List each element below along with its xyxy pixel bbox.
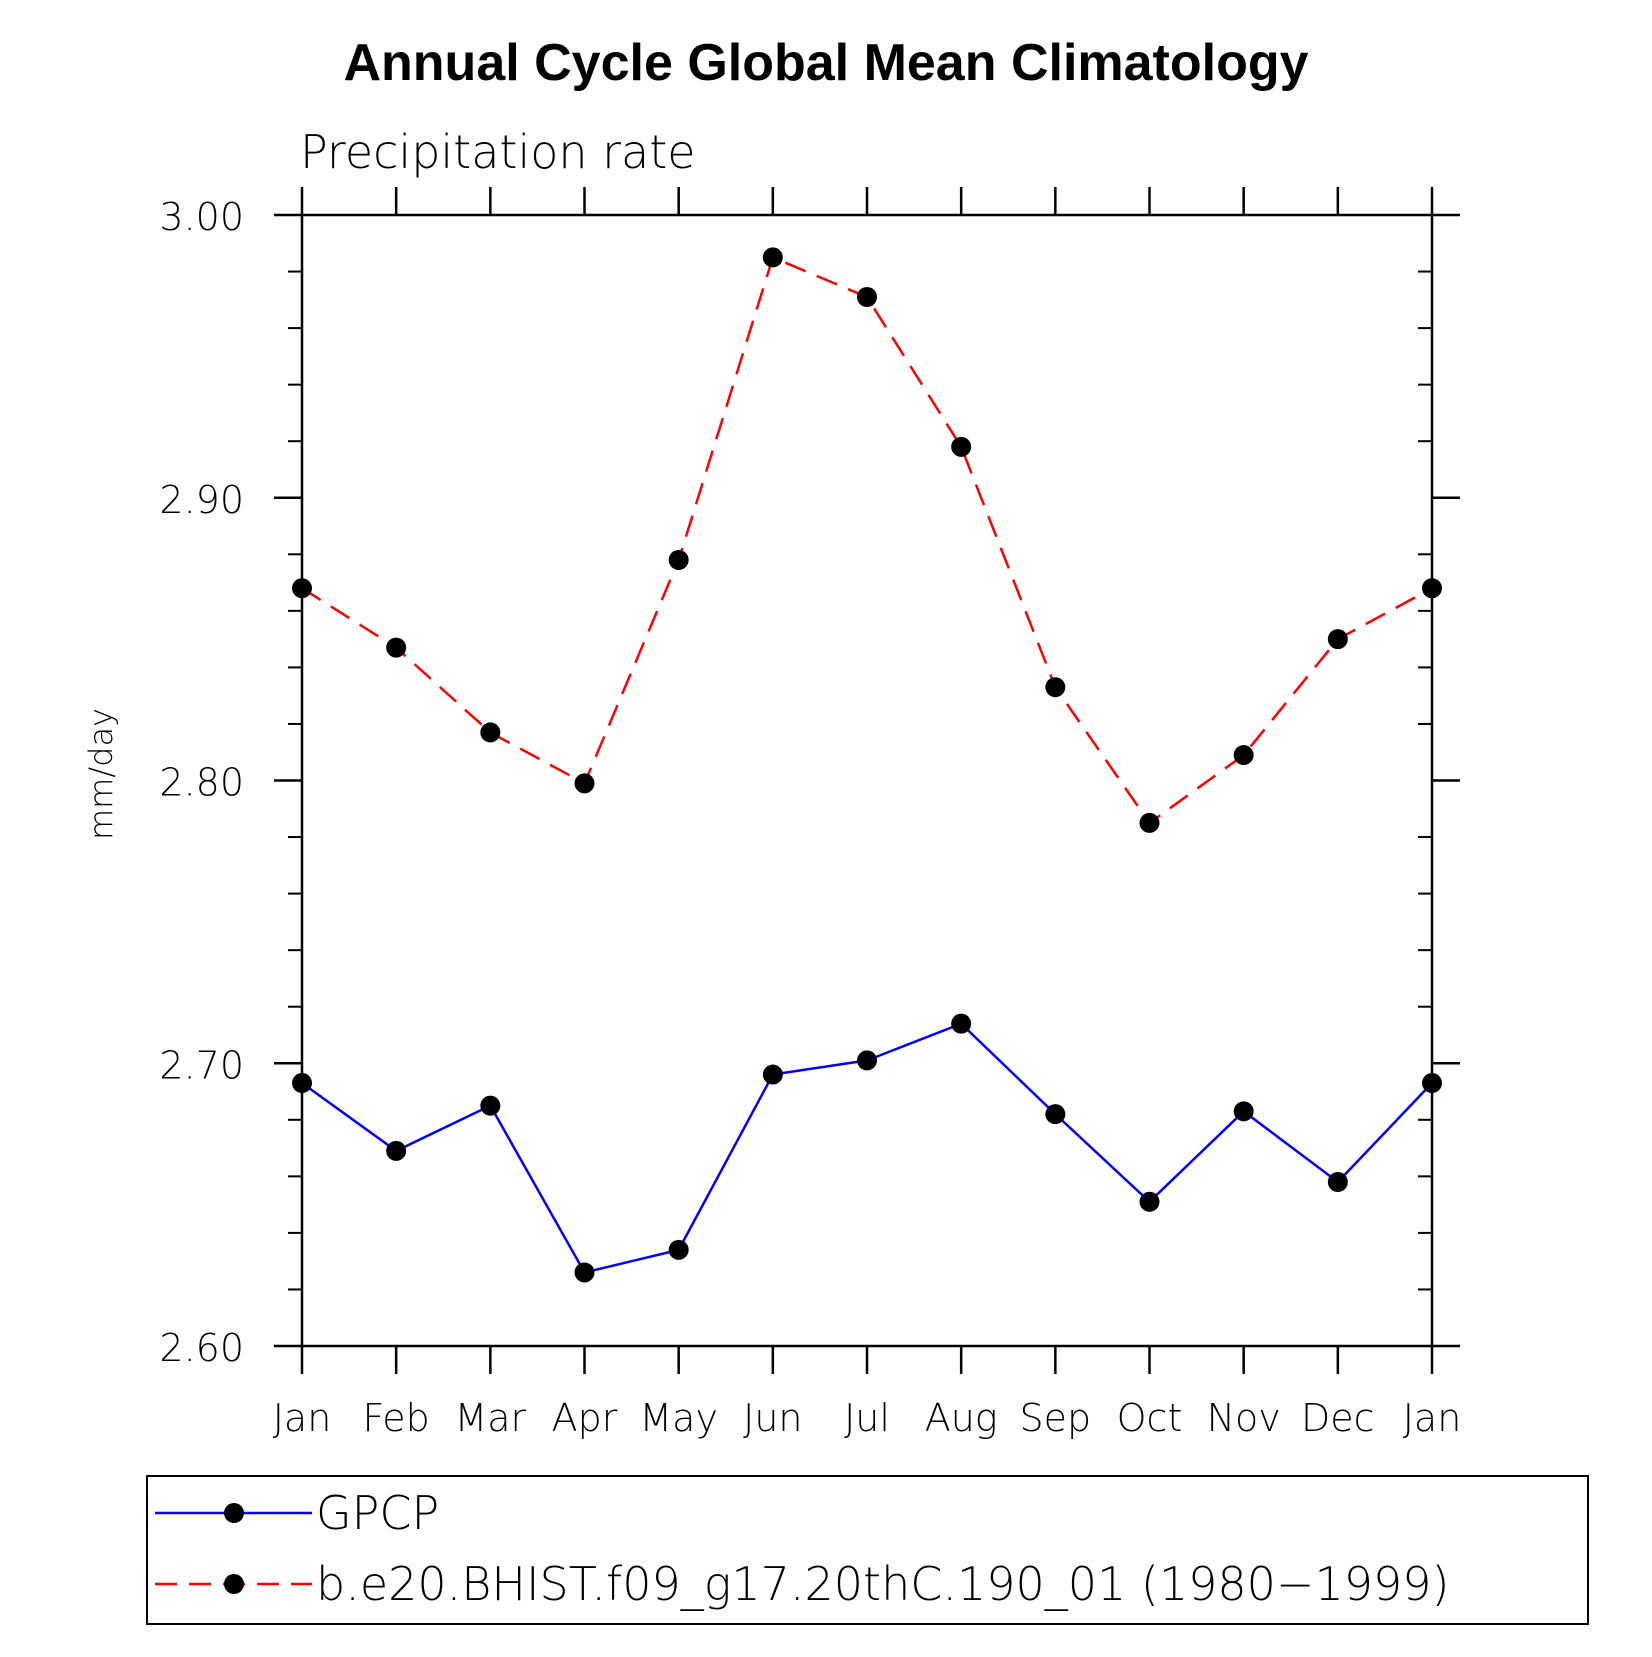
chart-title: Annual Cycle Global Mean Climatology [343, 34, 1308, 92]
x-tick-label: Feb [363, 1396, 430, 1440]
series-0-point [668, 1239, 689, 1260]
series-1-point [857, 286, 877, 307]
plot-frame [300, 213, 1434, 1348]
legend-marker-0 [224, 1503, 244, 1523]
y-tick-label: 2.80 [159, 761, 244, 805]
series-1-point [574, 773, 595, 794]
y-axis-label: mm/day [82, 708, 120, 840]
x-tick-label: Jun [743, 1396, 802, 1440]
legend: GPCP b.e20.BHIST.f09_g17.20thC.190_01 (19… [146, 1475, 1589, 1625]
series-1-point [1233, 745, 1254, 766]
series-1-point [951, 436, 972, 457]
chart-subtitle: Precipitation rate [300, 125, 696, 179]
series-0-point [292, 1073, 312, 1094]
x-tick-label: Apr [552, 1396, 618, 1440]
series-1-point [668, 549, 689, 570]
x-tick-label: Jul [844, 1396, 890, 1440]
series-1-point [762, 247, 783, 268]
series-1-point [292, 578, 312, 599]
series-0-point [1233, 1101, 1254, 1122]
axes: Jan Feb Mar Apr May Jun Jul Aug Sep Oct Nov Dec Jan 2… [159, 187, 1461, 1440]
series-0-point [857, 1050, 877, 1071]
series-0-point [480, 1095, 501, 1116]
series-0-point [1422, 1073, 1442, 1094]
y-tick-label: 2.70 [159, 1043, 244, 1087]
legend-label-0: GPCP [316, 1486, 439, 1540]
series-1-point [1045, 677, 1066, 698]
legend-marker-1 [224, 1574, 244, 1594]
series-0-point [951, 1013, 972, 1034]
y-tick-label: 2.60 [159, 1326, 244, 1370]
series-1-point [386, 637, 407, 658]
y-tick-label: 3.00 [159, 195, 244, 239]
series-0-point [1327, 1172, 1348, 1193]
series-1-point [1327, 629, 1348, 650]
x-tick-label: Aug [925, 1396, 998, 1440]
series-1-point [480, 722, 501, 743]
series-0-point [1139, 1191, 1160, 1212]
x-tick-label: Jan [1403, 1396, 1462, 1440]
x-tick-label: Oct [1117, 1396, 1183, 1440]
x-tick-label: Jan [273, 1396, 332, 1440]
series-line-1 [301, 255, 1433, 825]
x-tick-label: Sep [1020, 1396, 1092, 1440]
x-tick-label: Nov [1207, 1396, 1281, 1440]
x-tick-label: May [639, 1396, 718, 1440]
series-1-point [1139, 812, 1160, 833]
legend-label-1: b.e20.BHIST.f09_g17.20thC.190_01 (1980−1… [316, 1557, 1450, 1611]
series-1-point [1422, 578, 1442, 599]
legend-box [146, 1475, 1589, 1625]
series-0-point [386, 1140, 407, 1161]
series-0-point [1045, 1104, 1066, 1125]
x-tick-label: Mar [454, 1396, 526, 1440]
y-tick-label: 2.90 [159, 478, 244, 522]
series-group [292, 247, 1442, 1283]
series-0-point [762, 1064, 783, 1085]
series-0-point [574, 1262, 595, 1283]
x-tick-label: Dec [1301, 1396, 1375, 1440]
